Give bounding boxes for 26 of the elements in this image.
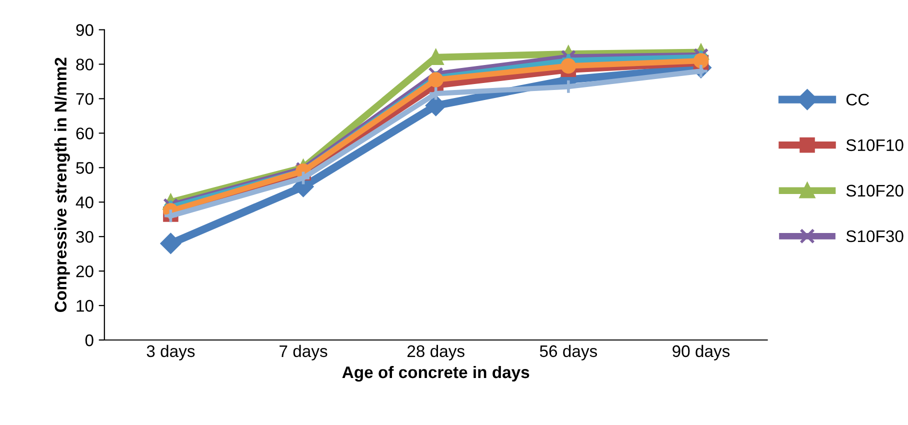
legend-label: S10F10 (846, 139, 904, 152)
y-tick-label: 30 (76, 230, 94, 243)
x-tick-label: 7 days (280, 344, 328, 360)
x-axis-title: Age of concrete in days (342, 366, 530, 382)
point (560, 58, 576, 74)
x-tick-label: 28 days (407, 344, 464, 360)
y-tick-label: 60 (76, 128, 94, 140)
y-tick-label: 70 (76, 93, 94, 105)
x-tick-label: 56 days (540, 344, 597, 360)
y-tick-label: 0 (85, 334, 94, 346)
y-tick-label: 90 (76, 24, 94, 36)
y-tick-label: 20 (76, 265, 94, 278)
point (428, 72, 444, 88)
point (296, 170, 311, 186)
y-tick-label: 80 (76, 58, 94, 70)
point (160, 233, 181, 254)
y-tick-label: 40 (76, 196, 94, 208)
point (426, 95, 446, 116)
x-tick-label: 90 days (672, 344, 730, 360)
legend-label: S10F30 (846, 230, 904, 242)
legend-label: S10F20 (846, 184, 904, 197)
y-axis-title: Compressive strength in N/mm2 (54, 58, 70, 312)
y-tick-label: 10 (76, 300, 94, 312)
legend-label: CC (846, 94, 870, 106)
x-tick-label: 3 days (146, 344, 195, 360)
y-tick-label: 50 (76, 162, 94, 174)
